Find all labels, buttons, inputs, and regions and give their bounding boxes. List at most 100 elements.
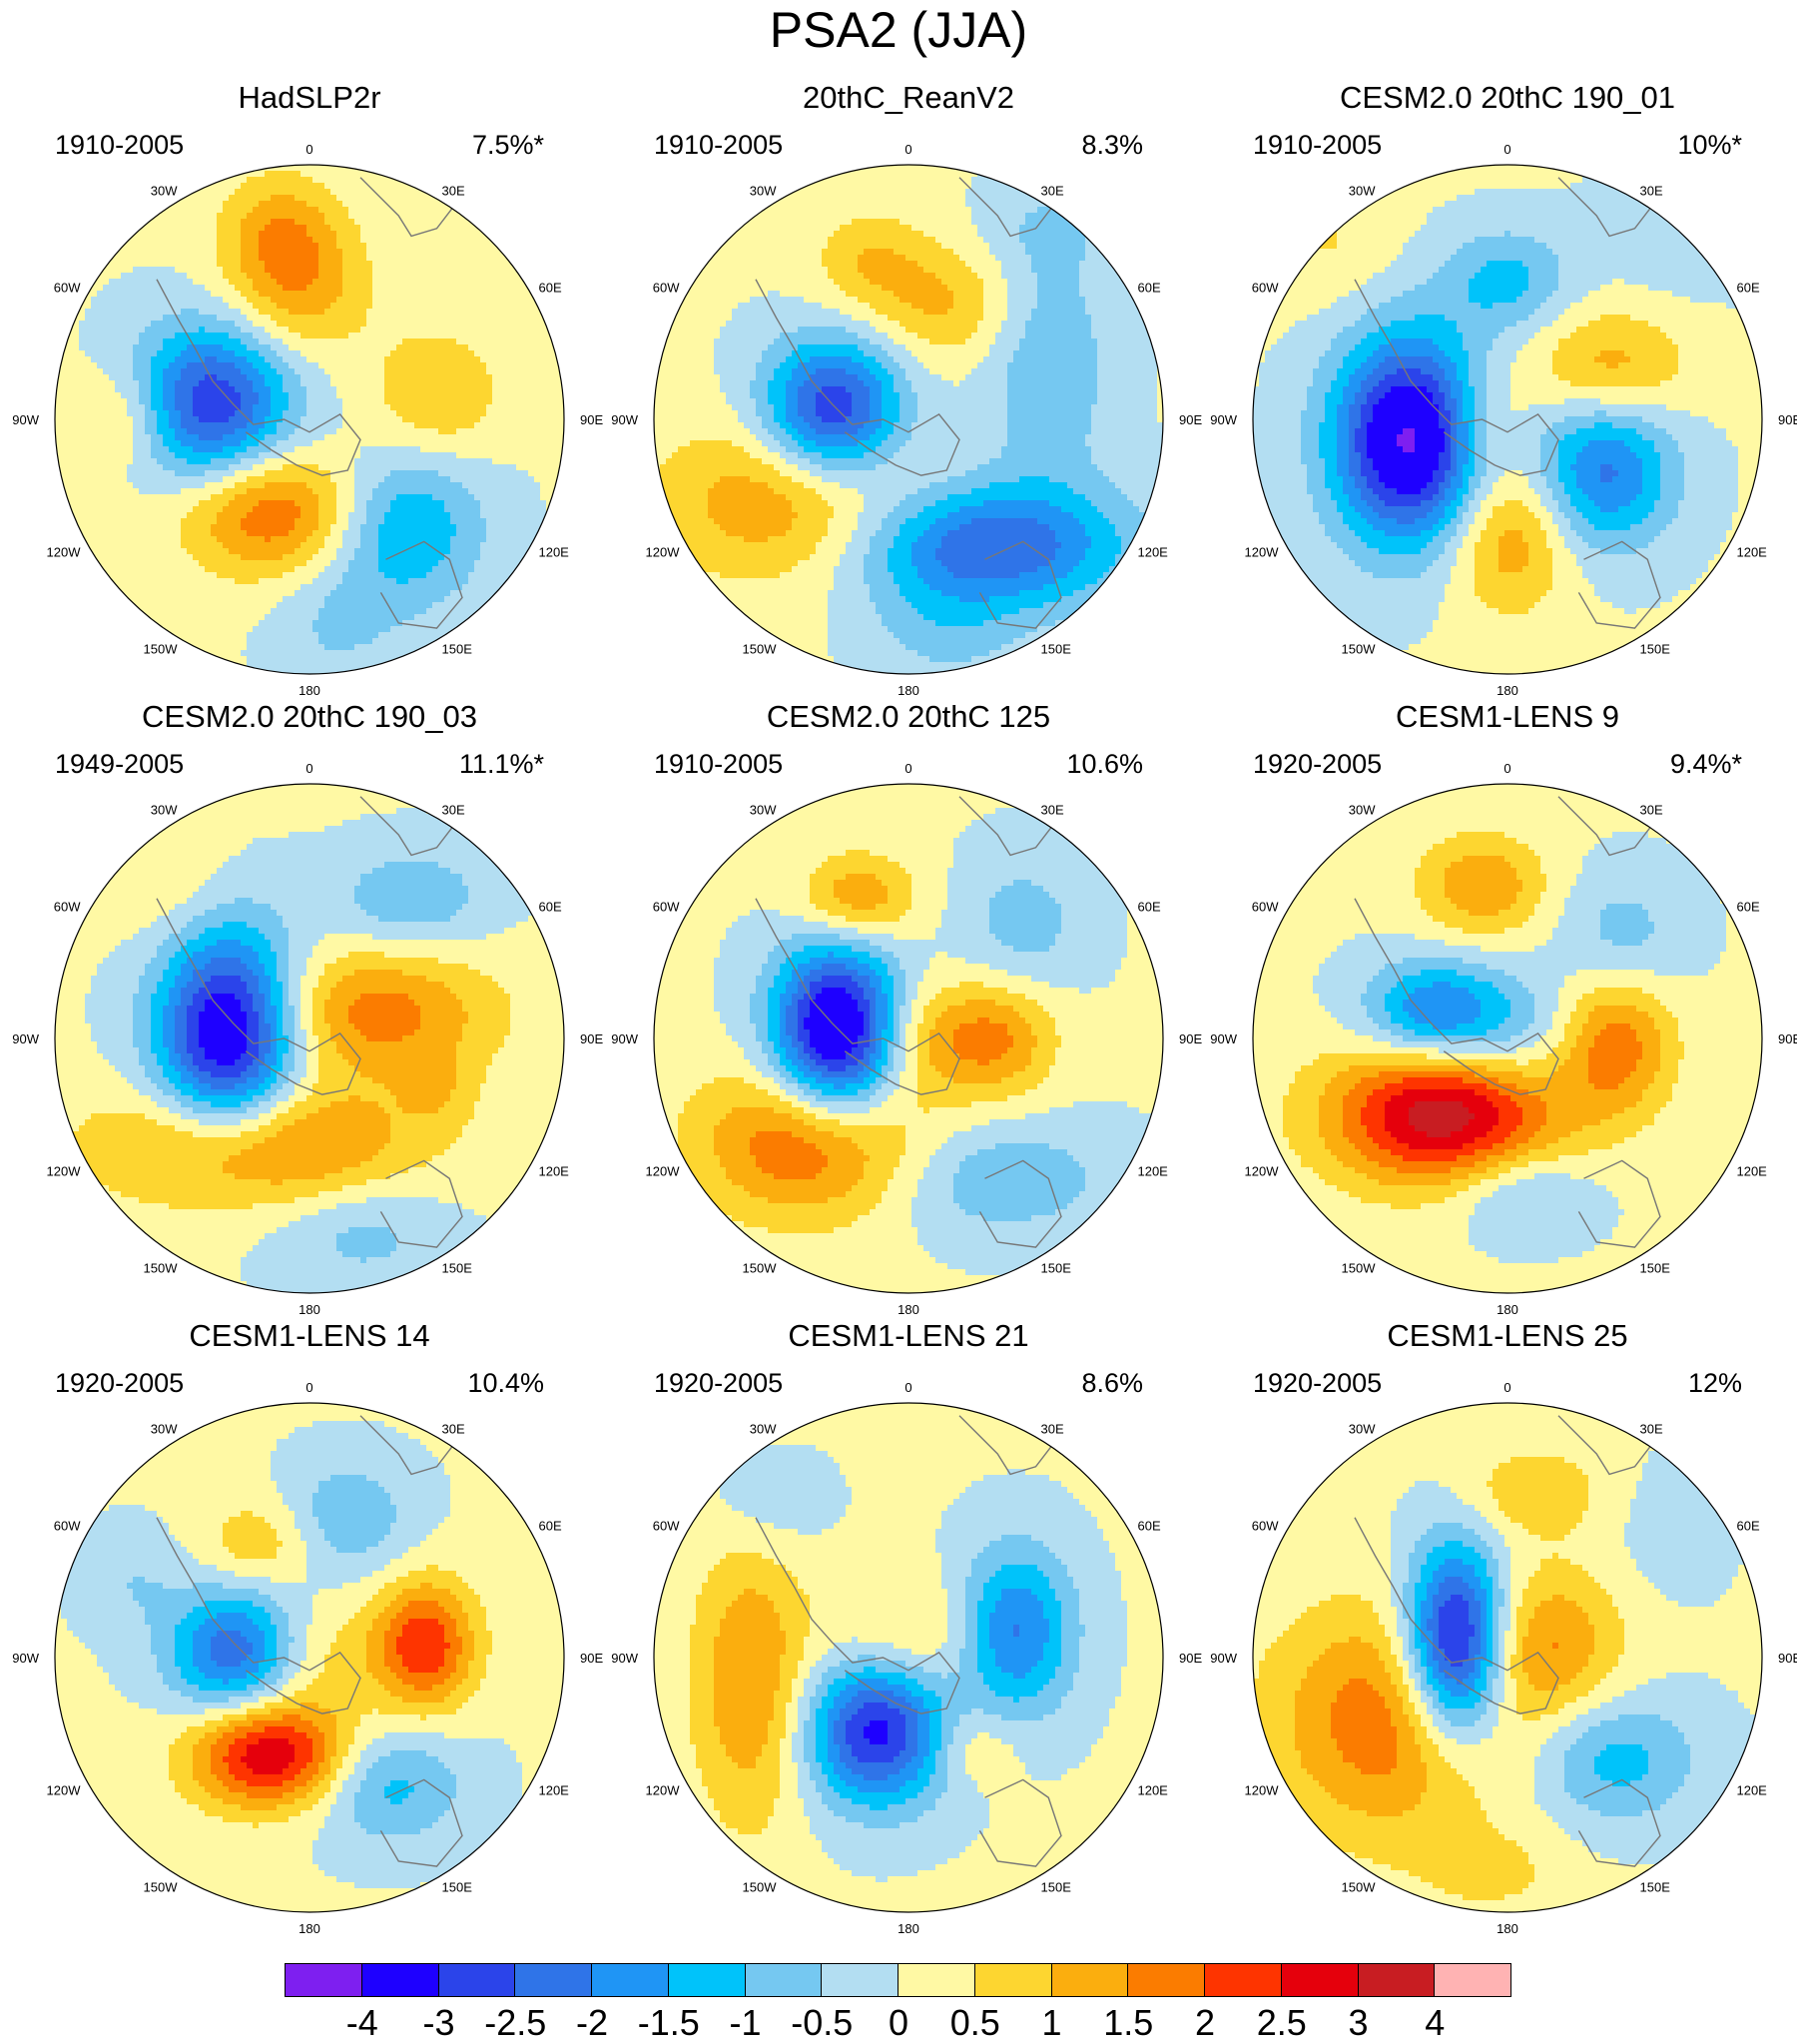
polar-map: 0 30E 60E 90E 120E 150E 180 150W 120W 90W 60W 30W [12, 1380, 603, 1936]
longitude-label: 150E [1640, 1260, 1671, 1275]
longitude-label: 0 [305, 1380, 312, 1395]
longitude-label: 150W [1342, 641, 1377, 656]
longitude-label: 30W [750, 1422, 777, 1437]
colorbar-tick-label: -4 [317, 2003, 407, 2043]
longitude-label: 90E [1179, 412, 1202, 427]
longitude-label: 60W [653, 900, 680, 915]
longitude-label: 90E [1778, 1031, 1797, 1046]
coastline-africa [958, 796, 1062, 857]
figure-title: PSA2 (JJA) [0, 2, 1797, 58]
longitude-label: 180 [898, 1921, 919, 1936]
longitude-label: 30E [1041, 803, 1064, 818]
longitude-label: 180 [1497, 1302, 1518, 1317]
map-boundary [54, 783, 565, 1294]
longitude-label: 150E [442, 641, 473, 656]
map-panel: CESM1-LENS 14 1920-2005 10.4% 0 30E 60E 90E 120… [10, 1318, 609, 1937]
map-boundary [1252, 164, 1763, 675]
longitude-label: 150W [144, 1879, 179, 1894]
map-boundary [1252, 1402, 1763, 1913]
longitude-label: 120E [538, 545, 569, 560]
colorbar-swatch [1204, 1963, 1282, 1997]
longitude-label: 60E [538, 281, 561, 296]
longitude-label: 120W [1245, 1164, 1280, 1179]
polar-map: 0 30E 60E 90E 120E 150E 180 150W 120W 90W 60W 30W [611, 142, 1202, 698]
panel-period: 1910-2005 [654, 749, 783, 779]
longitude-label: 90E [1179, 1651, 1202, 1666]
polar-map: 0 30E 60E 90E 120E 150E 180 150W 120W 90W 60W 30W [1210, 761, 1797, 1317]
map-boundary [653, 1402, 1164, 1913]
polar-map: 0 30E 60E 90E 120E 150E 180 150W 120W 90W 60W 30W [12, 142, 603, 698]
longitude-label: 120W [47, 1164, 82, 1179]
colorbar-tick-label: -2 [547, 2003, 637, 2043]
longitude-label: 0 [904, 1380, 911, 1395]
panel-variance-percent: 7.5%* [472, 130, 544, 160]
longitude-label: 150W [743, 1879, 778, 1894]
panel-period: 1920-2005 [654, 1368, 783, 1398]
longitude-label: 150W [743, 641, 778, 656]
longitude-label: 30W [151, 1422, 178, 1437]
longitude-label: 150E [1041, 1879, 1072, 1894]
colorbar-swatch [591, 1963, 669, 1997]
longitude-label: 30W [1349, 184, 1376, 199]
longitude-label: 90E [1778, 412, 1797, 427]
longitude-label: 0 [1503, 761, 1510, 776]
longitude-label: 60W [1252, 281, 1279, 296]
colorbar-swatch [744, 1963, 823, 1997]
longitude-label: 180 [1497, 683, 1518, 698]
coastline-africa [359, 796, 463, 857]
longitude-label: 150E [1640, 641, 1671, 656]
coastline-australia [1577, 1778, 1661, 1867]
coastline-australia [978, 1159, 1062, 1248]
longitude-label: 60W [54, 281, 81, 296]
longitude-label: 180 [898, 683, 919, 698]
coastline-africa [1557, 1415, 1661, 1476]
coastline-south-america-antarctica [1354, 1517, 1559, 1714]
longitude-label: 120E [1137, 1783, 1168, 1798]
colorbar-tick-label: 2 [1160, 2003, 1250, 2043]
colorbar-tick-label: 1 [1007, 2003, 1097, 2043]
colorbar-swatch [1050, 1963, 1129, 1997]
coastline-south-america-antarctica [755, 898, 960, 1095]
longitude-label: 150E [1640, 1879, 1671, 1894]
map-boundary [653, 164, 1164, 675]
longitude-label: 90E [580, 412, 603, 427]
panel-title: CESM2.0 20thC 125 [609, 699, 1208, 735]
longitude-label: 30W [1349, 803, 1376, 818]
longitude-label: 60E [1736, 1519, 1759, 1534]
longitude-label: 60W [54, 900, 81, 915]
panel-variance-percent: 11.1%* [459, 749, 544, 779]
colorbar-tick-label: -1.5 [624, 2003, 714, 2043]
longitude-label: 60E [1137, 900, 1160, 915]
coastline-africa [958, 177, 1062, 238]
coastline-south-america-antarctica [755, 279, 960, 476]
longitude-label: 150E [1041, 1260, 1072, 1275]
longitude-label: 180 [299, 1921, 320, 1936]
longitude-label: 60W [1252, 900, 1279, 915]
longitude-label: 90E [1179, 1031, 1202, 1046]
colorbar-tick-label: -2.5 [470, 2003, 560, 2043]
coastline-australia [978, 540, 1062, 629]
map-boundary [653, 783, 1164, 1294]
longitude-label: 0 [305, 142, 312, 157]
longitude-label: 60W [653, 281, 680, 296]
map-panel: CESM2.0 20thC 125 1910-2005 10.6% 0 30E 60E 90… [609, 699, 1208, 1318]
longitude-label: 60E [1137, 281, 1160, 296]
longitude-label: 120E [1736, 1164, 1767, 1179]
colorbar-swatch [1357, 1963, 1436, 1997]
panel-period: 1910-2005 [1253, 130, 1382, 160]
coastline-australia [379, 1778, 463, 1867]
colorbar-swatch [1280, 1963, 1359, 1997]
map-boundary [1252, 783, 1763, 1294]
coastline-australia [978, 1778, 1062, 1867]
longitude-label: 180 [299, 1302, 320, 1317]
colorbar-swatch [898, 1963, 975, 1997]
polar-map: 0 30E 60E 90E 120E 150E 180 150W 120W 90W 60W 30W [1210, 1380, 1797, 1936]
panel-variance-percent: 8.6% [1081, 1368, 1143, 1398]
longitude-label: 30E [1640, 803, 1663, 818]
colorbar-swatch [437, 1963, 516, 1997]
longitude-label: 120E [538, 1164, 569, 1179]
coastline-australia [379, 1159, 463, 1248]
longitude-label: 180 [299, 683, 320, 698]
panel-variance-percent: 10.6% [1066, 749, 1143, 779]
coastline-africa [359, 1415, 463, 1476]
